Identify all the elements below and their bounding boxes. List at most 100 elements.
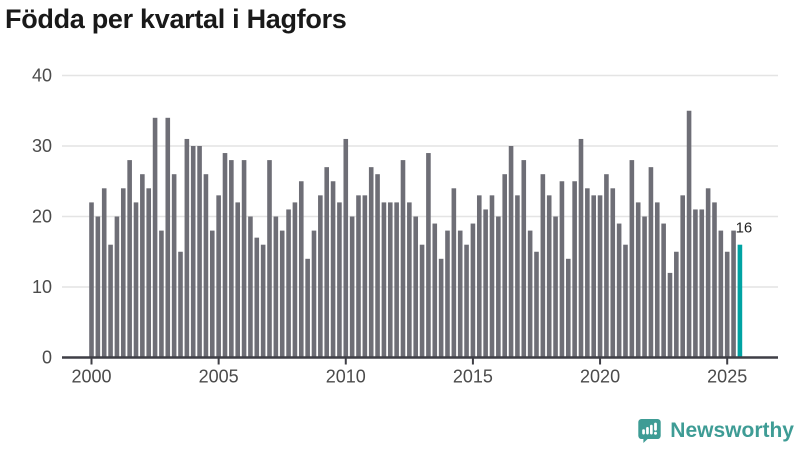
newsworthy-logo: Newsworthy: [637, 418, 794, 444]
bar-2006-Q1: [241, 160, 247, 358]
bar-2006-Q3: [254, 237, 260, 358]
bar-2009-Q3: [330, 181, 336, 358]
bar-2001-Q3: [127, 160, 132, 358]
bar-2007-Q4: [286, 209, 291, 358]
bar-2021-Q1: [623, 244, 628, 358]
bar-2003-Q2: [171, 174, 177, 358]
bar-2014-Q2: [451, 188, 457, 358]
bar-2008-Q3: [305, 258, 310, 358]
bar-2016-Q4: [515, 195, 520, 358]
bar-2018-Q4: [565, 258, 571, 358]
bar-2001-Q2: [120, 188, 126, 358]
bar-2023-Q2: [680, 195, 685, 358]
bar-2021-Q2: [629, 160, 635, 358]
y-tick-label-40: 40: [32, 66, 52, 86]
bar-2015-Q4: [489, 195, 495, 358]
bar-2010-Q3: [356, 195, 361, 358]
bar-2004-Q2: [197, 146, 202, 358]
bar-2024-Q1: [699, 209, 705, 358]
x-tick-label-2025: 2025: [707, 367, 747, 387]
bar-2010-Q4: [362, 195, 368, 358]
bar-2010-Q1: [343, 138, 349, 358]
bar-2003-Q4: [184, 138, 190, 358]
bar-2014-Q3: [457, 230, 463, 358]
bar-2023-Q3: [686, 110, 692, 358]
newsworthy-logo-icon: [638, 419, 661, 443]
bar-2003-Q3: [178, 251, 183, 358]
bar-2000-Q1: [89, 202, 94, 358]
bar-2000-Q2: [95, 216, 101, 358]
bar-2002-Q4: [159, 230, 164, 358]
bar-2014-Q1: [445, 230, 450, 358]
x-tick-label-2010: 2010: [326, 367, 366, 387]
x-tick-label-2020: 2020: [580, 367, 620, 387]
bar-2005-Q2: [222, 153, 228, 358]
y-tick-label-20: 20: [32, 207, 52, 227]
bar-2016-Q2: [502, 174, 508, 358]
bar-2006-Q2: [248, 216, 253, 358]
bar-2007-Q1: [267, 160, 272, 358]
bar-2017-Q2: [527, 230, 533, 358]
bar-2025-Q3: [737, 244, 743, 358]
bar-2022-Q3: [661, 223, 666, 358]
bar-2008-Q4: [311, 230, 317, 358]
bar-2019-Q4: [591, 195, 596, 358]
bars: [89, 110, 743, 358]
bar-2012-Q3: [407, 202, 412, 358]
bar-2011-Q1: [368, 167, 374, 358]
bar-2012-Q4: [413, 216, 419, 358]
bar-2015-Q1: [470, 223, 476, 358]
bar-2012-Q1: [394, 202, 399, 358]
bar-2006-Q4: [260, 244, 266, 358]
bar-2001-Q1: [114, 216, 120, 358]
bar-2011-Q2: [375, 174, 380, 358]
bar-2016-Q1: [496, 216, 501, 358]
bar-2000-Q3: [101, 188, 107, 358]
bar-2013-Q2: [426, 153, 431, 358]
x-tick-label-2015: 2015: [453, 367, 493, 387]
bar-2020-Q3: [610, 188, 616, 358]
bar-2013-Q1: [419, 244, 425, 358]
bar-2015-Q2: [476, 195, 482, 358]
bar-2008-Q1: [292, 202, 298, 358]
x-tick-label-2005: 2005: [199, 367, 239, 387]
bar-2024-Q2: [705, 188, 711, 358]
bar-2018-Q2: [553, 216, 558, 358]
bar-2020-Q2: [604, 174, 609, 358]
bar-2018-Q3: [559, 181, 565, 358]
bar-2007-Q2: [273, 216, 279, 358]
bar-2018-Q1: [546, 195, 552, 358]
bar-2012-Q2: [400, 160, 406, 358]
bar-2015-Q3: [483, 209, 488, 358]
bar-2019-Q1: [572, 181, 577, 358]
bar-2002-Q1: [140, 174, 145, 358]
bar-2022-Q2: [654, 202, 660, 358]
bar-2002-Q2: [146, 188, 152, 358]
bar-2025-Q2: [731, 230, 736, 358]
newsworthy-logo-text: Newsworthy: [670, 419, 794, 442]
bar-2011-Q3: [381, 202, 387, 358]
bar-2001-Q4: [133, 202, 139, 358]
bar-2025-Q1: [724, 251, 730, 358]
bar-2010-Q2: [349, 216, 355, 358]
x-axis: 2000 2005 2010 2015 2020 2025: [62, 356, 778, 387]
bar-2004-Q1: [190, 146, 196, 358]
y-tick-label-30: 30: [32, 136, 52, 156]
bar-2024-Q4: [718, 230, 724, 358]
y-axis-labels: 0 10 20 30 40: [32, 66, 52, 368]
bar-2008-Q2: [298, 181, 304, 358]
bar-2022-Q1: [648, 167, 654, 358]
bar-2019-Q2: [578, 138, 584, 358]
bar-2024-Q3: [712, 202, 717, 358]
bar-2017-Q4: [540, 174, 546, 358]
bar-2016-Q3: [508, 146, 514, 358]
bar-2021-Q4: [642, 216, 647, 358]
bar-2009-Q4: [337, 202, 342, 358]
x-tick-label-2000: 2000: [71, 367, 111, 387]
bar-2020-Q4: [616, 223, 622, 358]
bar-2003-Q1: [165, 117, 171, 358]
bar-2011-Q4: [387, 202, 393, 358]
bar-2019-Q3: [585, 188, 590, 358]
